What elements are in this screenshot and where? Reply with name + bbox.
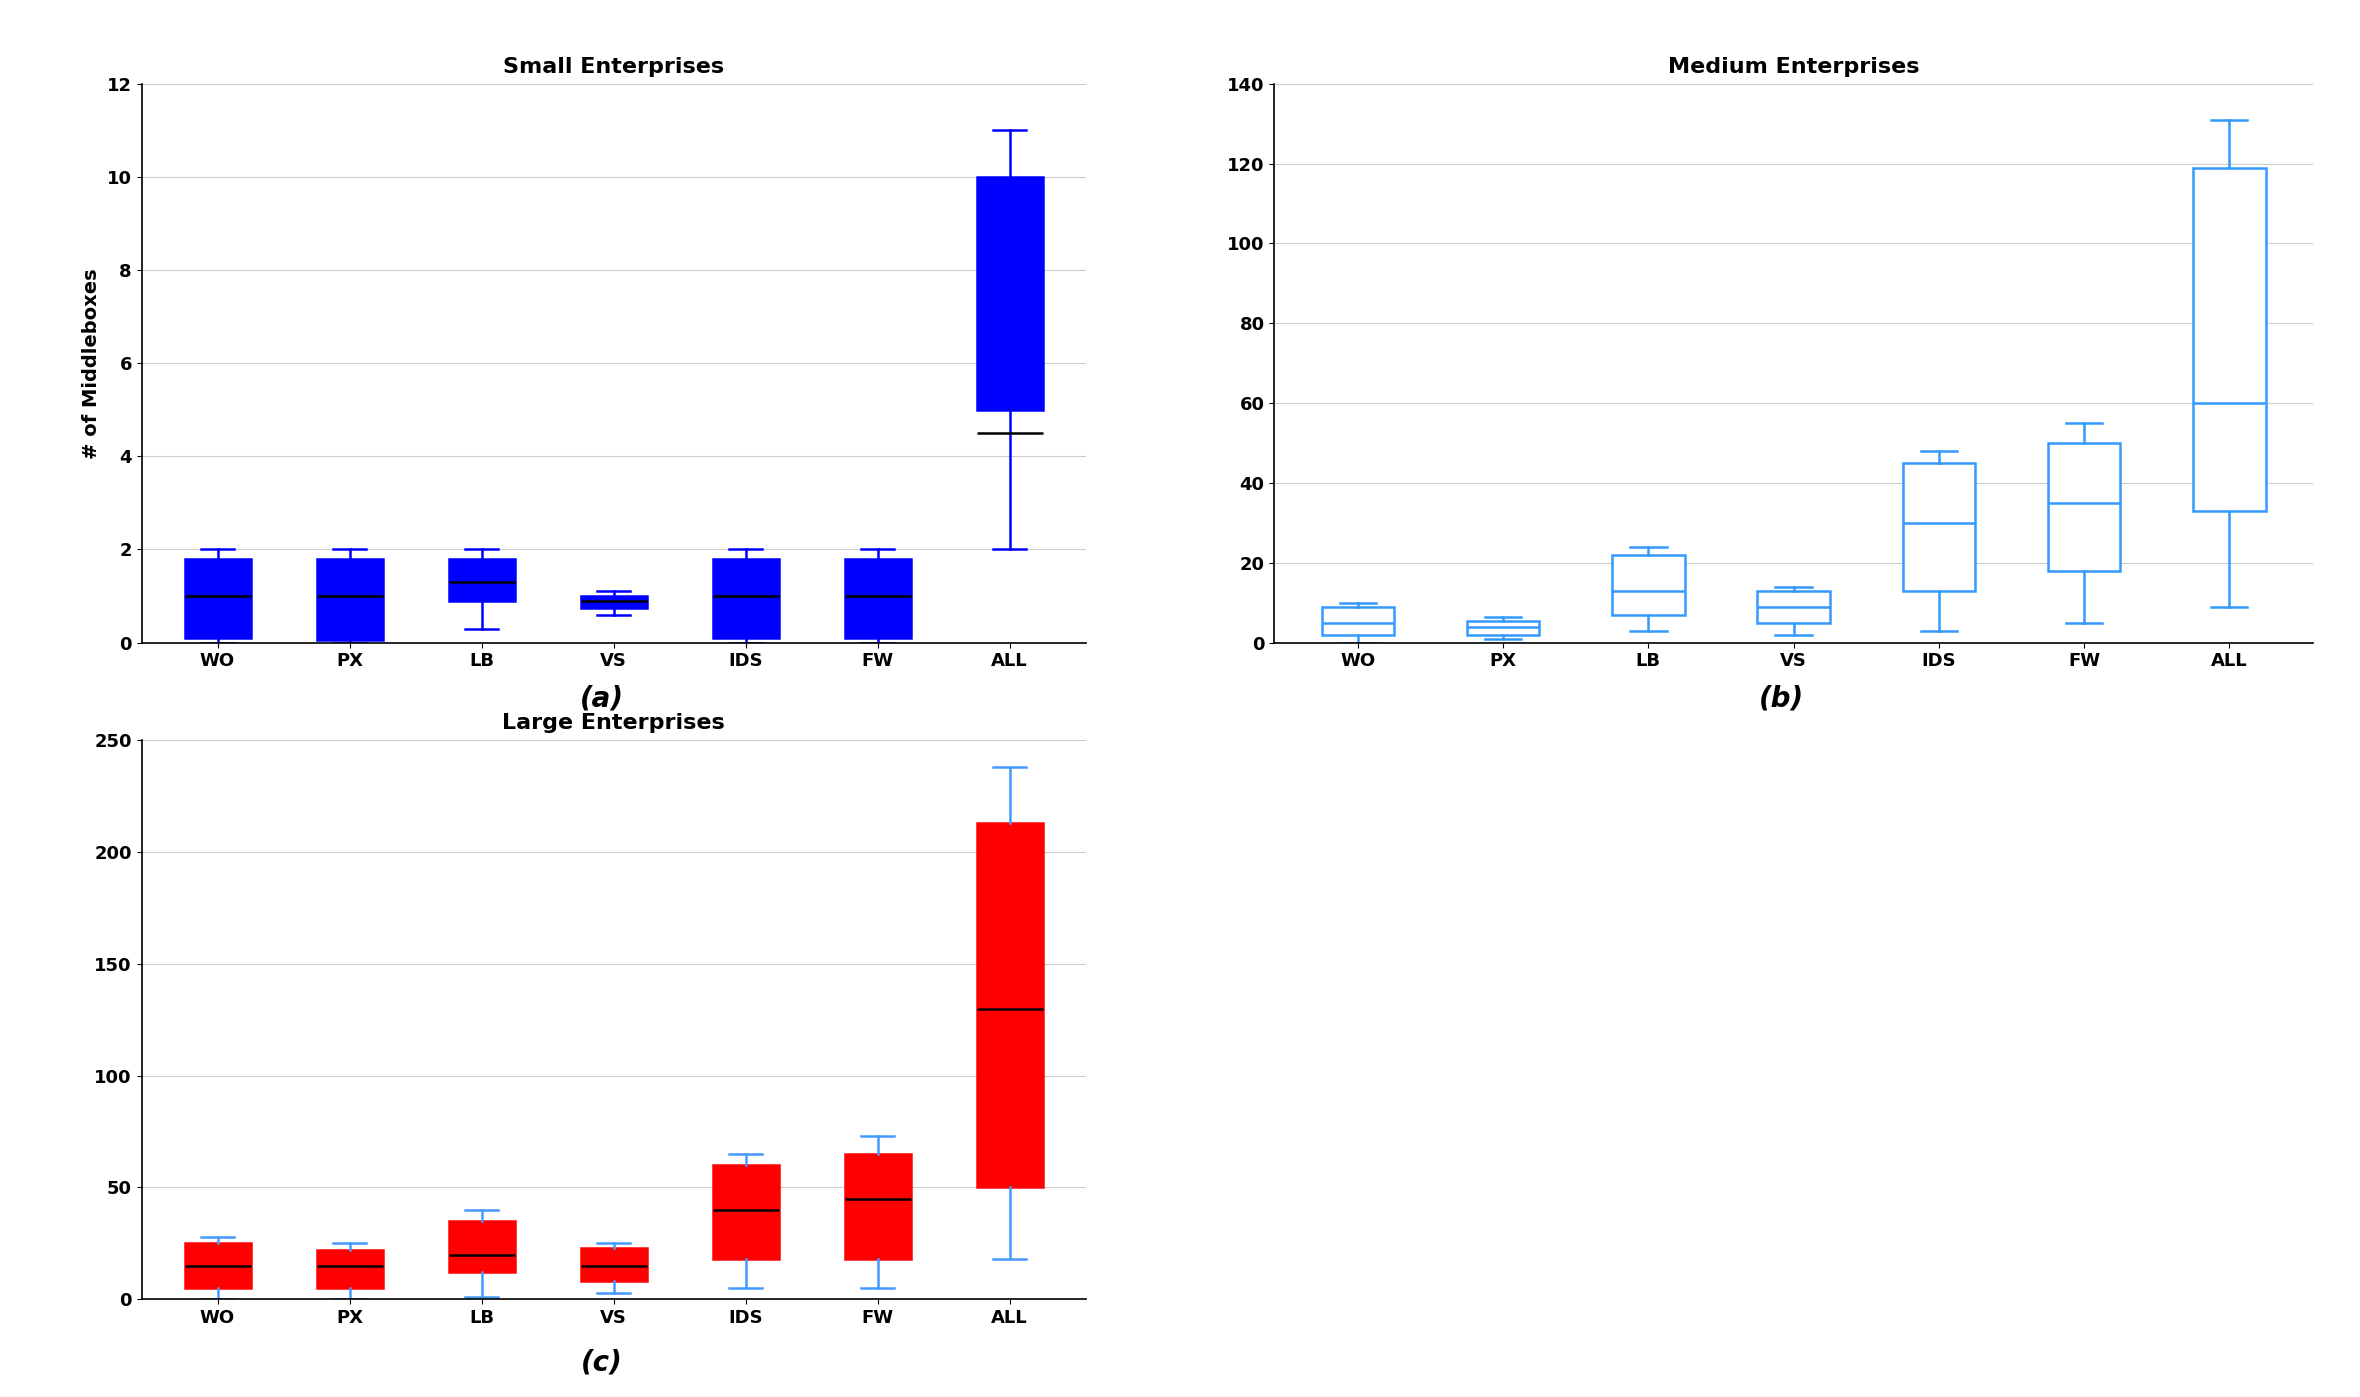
PathPatch shape — [713, 1165, 779, 1259]
PathPatch shape — [581, 1248, 647, 1281]
PathPatch shape — [316, 559, 382, 640]
PathPatch shape — [845, 559, 911, 638]
PathPatch shape — [1612, 555, 1685, 615]
Title: Small Enterprises: Small Enterprises — [503, 57, 725, 77]
Y-axis label: # of Middleboxes: # of Middleboxes — [83, 268, 101, 458]
PathPatch shape — [977, 177, 1043, 409]
PathPatch shape — [1902, 462, 1975, 591]
PathPatch shape — [845, 1154, 911, 1259]
PathPatch shape — [713, 559, 779, 638]
PathPatch shape — [581, 597, 647, 608]
PathPatch shape — [184, 1243, 250, 1288]
PathPatch shape — [1322, 606, 1395, 634]
PathPatch shape — [448, 559, 514, 601]
PathPatch shape — [1468, 620, 1539, 634]
Title: Medium Enterprises: Medium Enterprises — [1669, 57, 1919, 77]
Text: (c): (c) — [581, 1348, 623, 1376]
PathPatch shape — [184, 559, 250, 638]
PathPatch shape — [2192, 168, 2266, 511]
Title: Large Enterprises: Large Enterprises — [503, 714, 725, 733]
Text: (a): (a) — [581, 685, 623, 712]
Text: (b): (b) — [1758, 685, 1805, 712]
PathPatch shape — [977, 823, 1043, 1187]
PathPatch shape — [448, 1221, 514, 1273]
PathPatch shape — [316, 1250, 382, 1288]
PathPatch shape — [2048, 443, 2119, 571]
PathPatch shape — [1758, 591, 1829, 623]
